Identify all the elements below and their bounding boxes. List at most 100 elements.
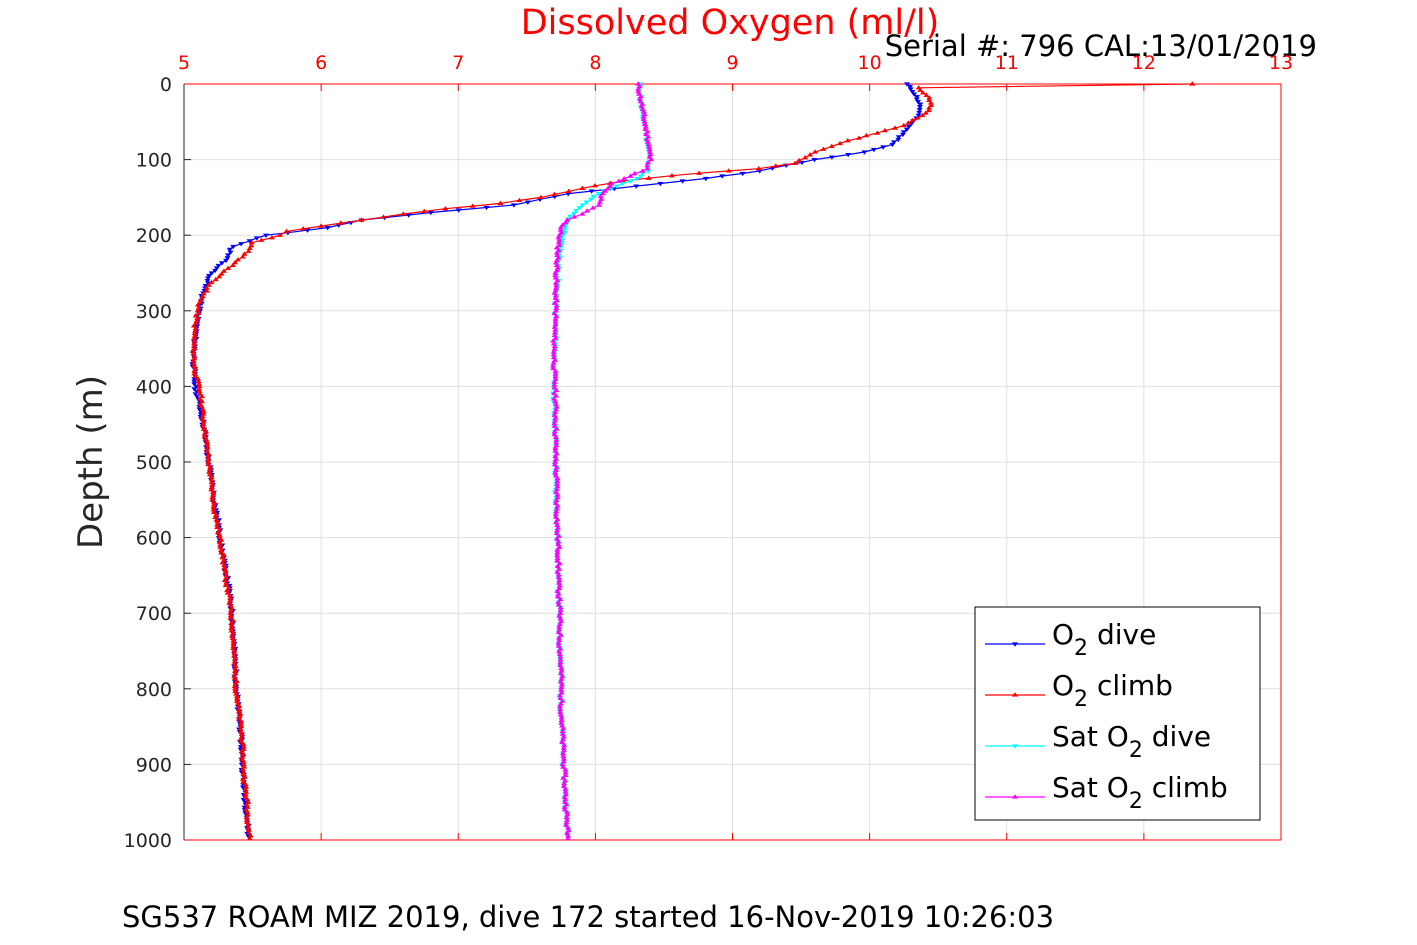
data-point bbox=[925, 107, 932, 113]
data-point bbox=[555, 235, 562, 240]
data-point bbox=[191, 340, 198, 346]
data-point bbox=[223, 572, 230, 578]
data-point bbox=[214, 522, 221, 527]
data-point bbox=[553, 250, 560, 255]
data-point bbox=[551, 330, 558, 335]
data-point bbox=[560, 736, 567, 742]
data-point bbox=[237, 726, 244, 731]
data-point bbox=[792, 160, 799, 165]
data-point bbox=[210, 502, 217, 507]
data-point bbox=[557, 706, 564, 712]
data-point bbox=[191, 377, 198, 382]
data-point bbox=[907, 87, 914, 92]
data-point bbox=[214, 519, 221, 525]
y-tick-label: 100 bbox=[136, 150, 172, 172]
data-point bbox=[191, 387, 198, 392]
data-point bbox=[631, 171, 638, 176]
data-point bbox=[555, 629, 562, 635]
data-point bbox=[564, 817, 571, 822]
data-point bbox=[226, 592, 233, 598]
data-point bbox=[820, 146, 827, 151]
data-point bbox=[567, 214, 574, 219]
data-point bbox=[812, 149, 819, 154]
legend-marker bbox=[1012, 794, 1018, 799]
legend[interactable]: O2 dive O2 climb Sat O2 dive Sat O2 climb bbox=[974, 606, 1261, 821]
legend-item[interactable]: O2 dive bbox=[985, 618, 1156, 661]
data-point bbox=[237, 736, 244, 741]
data-point bbox=[645, 141, 652, 147]
data-point bbox=[516, 197, 523, 203]
data-point bbox=[227, 615, 234, 620]
y-tick-label: 200 bbox=[136, 225, 172, 247]
data-point bbox=[552, 398, 559, 404]
data-point bbox=[558, 681, 565, 687]
data-point bbox=[561, 742, 568, 747]
legend-item[interactable]: O2 climb bbox=[985, 669, 1173, 712]
data-point bbox=[845, 152, 852, 158]
data-point bbox=[571, 211, 578, 217]
data-point bbox=[588, 189, 595, 194]
data-point bbox=[553, 262, 560, 268]
data-point bbox=[557, 657, 564, 662]
data-point bbox=[358, 217, 365, 222]
data-point bbox=[565, 192, 572, 197]
data-point bbox=[239, 785, 246, 790]
data-point bbox=[205, 461, 212, 467]
data-point bbox=[421, 208, 428, 214]
data-point bbox=[240, 746, 247, 751]
data-point bbox=[552, 371, 559, 376]
legend-label: Sat O2 climb bbox=[1052, 771, 1228, 814]
data-point bbox=[192, 392, 199, 397]
data-point bbox=[191, 353, 198, 358]
data-point bbox=[244, 796, 251, 802]
data-point bbox=[635, 86, 642, 91]
data-point bbox=[227, 250, 234, 255]
legend-label: O2 climb bbox=[1052, 669, 1173, 712]
data-point bbox=[226, 583, 233, 589]
data-point bbox=[228, 633, 235, 638]
data-point bbox=[226, 247, 233, 253]
data-point bbox=[232, 665, 239, 671]
data-point bbox=[232, 259, 239, 265]
data-point bbox=[874, 130, 881, 135]
data-point bbox=[232, 668, 239, 673]
y-tick-label: 1000 bbox=[124, 830, 172, 852]
data-point bbox=[641, 111, 648, 116]
x-tick-label: 7 bbox=[452, 52, 464, 74]
data-point bbox=[253, 236, 260, 241]
data-point bbox=[640, 109, 647, 114]
data-point bbox=[191, 355, 198, 361]
data-point bbox=[240, 741, 247, 746]
data-point bbox=[202, 283, 209, 289]
data-point bbox=[236, 713, 243, 719]
data-point bbox=[238, 749, 245, 754]
legend-item[interactable]: Sat O2 dive bbox=[985, 720, 1211, 763]
data-point bbox=[200, 408, 207, 414]
data-point bbox=[644, 162, 651, 168]
legend-label: O2 dive bbox=[1052, 618, 1156, 661]
data-point bbox=[222, 567, 229, 572]
data-point bbox=[561, 804, 568, 809]
data-point bbox=[229, 262, 236, 268]
data-point bbox=[497, 200, 504, 206]
data-point bbox=[228, 625, 235, 630]
data-point bbox=[637, 174, 644, 179]
data-point bbox=[550, 354, 557, 360]
data-point bbox=[223, 258, 230, 264]
data-point bbox=[232, 681, 239, 686]
data-point bbox=[193, 384, 200, 390]
data-point bbox=[755, 165, 762, 171]
legend-box bbox=[974, 606, 1261, 821]
data-point bbox=[234, 257, 241, 262]
data-point bbox=[198, 403, 205, 409]
x-tick-label: 13 bbox=[1269, 52, 1293, 74]
x-tick-label: 5 bbox=[178, 52, 190, 74]
data-point bbox=[587, 197, 594, 202]
data-point bbox=[551, 300, 558, 305]
data-point bbox=[204, 444, 211, 449]
data-point bbox=[607, 183, 614, 188]
legend-item[interactable]: Sat O2 climb bbox=[985, 771, 1228, 814]
data-point bbox=[562, 778, 569, 783]
data-point bbox=[919, 112, 926, 118]
data-point bbox=[562, 219, 569, 225]
